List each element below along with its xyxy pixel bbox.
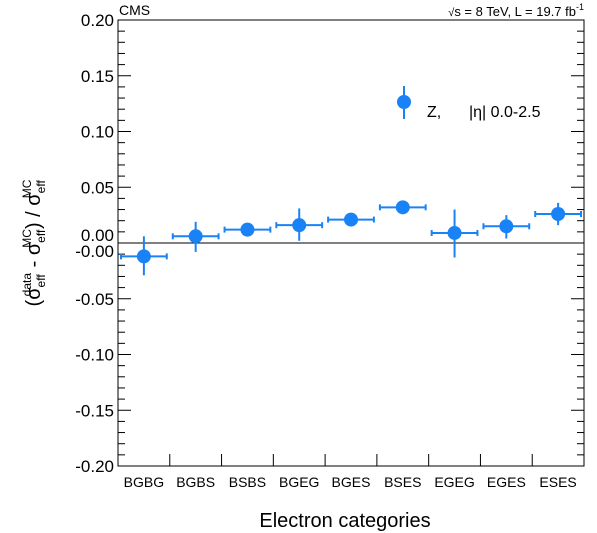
data-point — [499, 219, 514, 234]
data-point — [240, 222, 255, 237]
x-tick-label: BGBG — [124, 474, 164, 490]
x-axis: BGBG BGBS BSBS BGEG BGES BSES EGEG EGES ESES — [124, 454, 577, 490]
x-tick-label: EGEG — [434, 474, 474, 490]
data-series — [120, 200, 582, 276]
y-axis-label: (σeffdata - σeffMC) / σeffMC — [20, 179, 48, 306]
data-point — [136, 249, 151, 264]
x-tick-label: EGES — [487, 474, 526, 490]
energy-lumi-label: √s = 8 TeV, L = 19.7 fb-1 — [448, 2, 584, 19]
data-point — [188, 229, 203, 244]
y-tick-label: 0.00 — [81, 226, 114, 245]
y-tick-label: 0.15 — [81, 67, 114, 86]
y-axis: 0.20 0.15 0.10 0.05 0.00-0.00 -0.05 -0.10 -0.15… — [75, 11, 584, 476]
x-tick-label: ESES — [539, 474, 576, 490]
x-tick-label: BSES — [384, 474, 421, 490]
y-tick-label: 0.05 — [81, 178, 114, 197]
y-tick-label: -0.00 — [75, 242, 114, 261]
legend-marker — [397, 95, 411, 109]
x-tick-label: BGEG — [279, 474, 319, 490]
legend-label: Z, — [427, 104, 441, 121]
data-point — [447, 225, 462, 240]
data-point — [395, 200, 410, 215]
legend-eta-label: |η| 0.0-2.5 — [469, 104, 541, 121]
data-point — [292, 218, 307, 233]
data-point — [344, 212, 358, 227]
y-tick-label: -0.15 — [75, 401, 114, 420]
data-point — [551, 207, 566, 222]
x-tick-label: BSBS — [229, 474, 266, 490]
y-tick-label: 0.20 — [81, 11, 114, 30]
legend: Z, |η| 0.0-2.5 — [397, 86, 541, 121]
x-tick-label: BGES — [332, 474, 371, 490]
y-tick-label: 0.10 — [81, 123, 114, 142]
y-tick-label: -0.05 — [75, 290, 114, 309]
x-axis-label: Electron categories — [259, 510, 430, 532]
x-tick-label: BGBS — [176, 474, 215, 490]
y-tick-label: -0.10 — [75, 346, 114, 365]
experiment-label: CMS — [119, 2, 150, 18]
y-tick-label: -0.20 — [75, 457, 114, 476]
